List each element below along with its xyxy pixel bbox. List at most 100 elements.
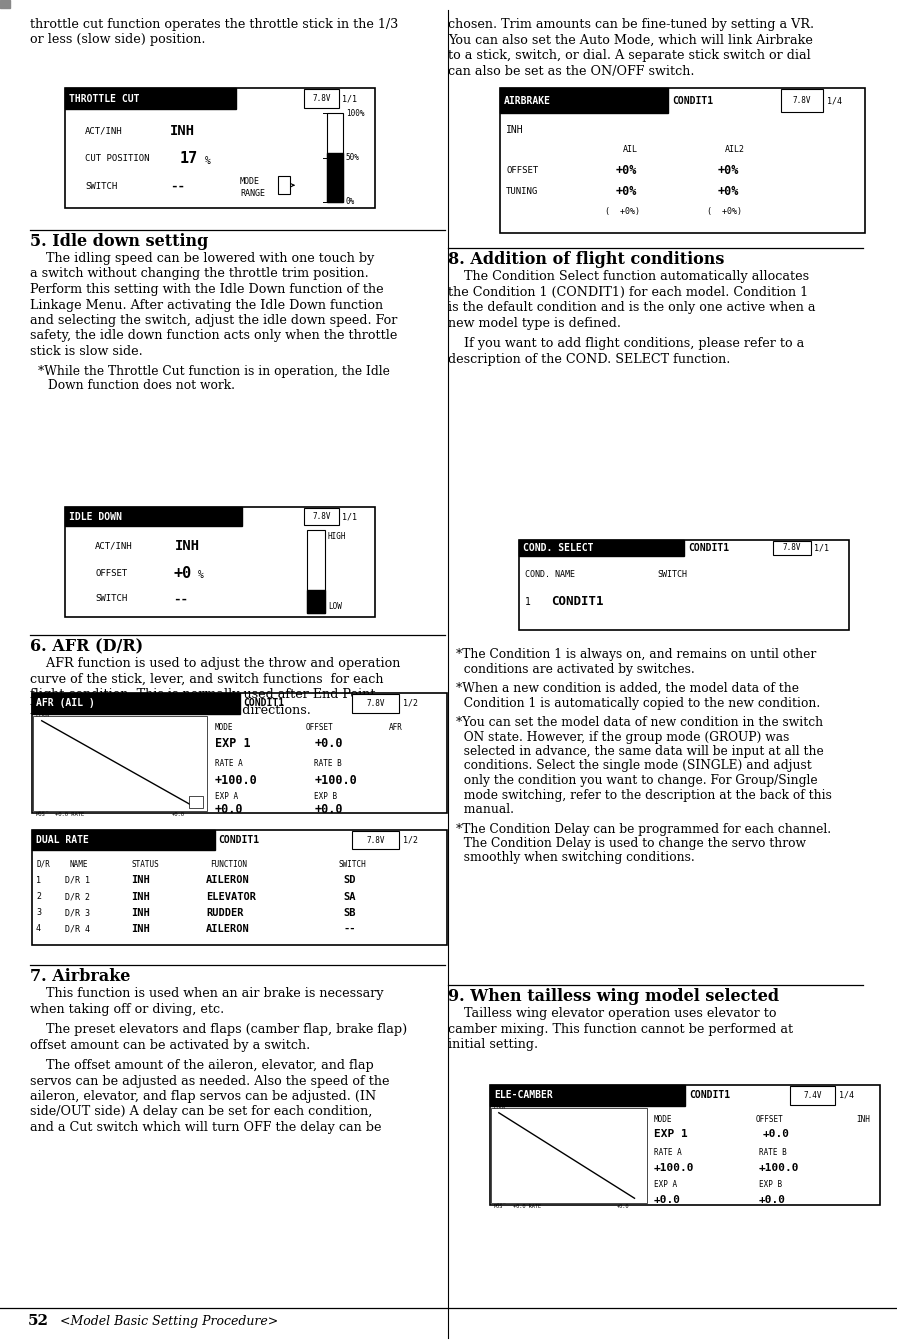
Text: +100: +100 [493,1121,506,1127]
Text: throttle cut function operates the throttle stick in the 1/3: throttle cut function operates the throt… [30,17,398,31]
Text: Tailless wing elevator operation uses elevator to: Tailless wing elevator operation uses el… [448,1007,777,1019]
Text: CONDIT1: CONDIT1 [219,835,260,845]
Text: SB: SB [343,908,355,917]
Text: Perform this setting with the Idle Down function of the: Perform this setting with the Idle Down … [30,283,384,295]
Text: +50: +50 [35,745,47,751]
Text: EXP B: EXP B [759,1179,782,1189]
Text: new model type is defined.: new model type is defined. [448,317,621,329]
Text: ON state. However, if the group mode (GROUP) was: ON state. However, if the group mode (GR… [456,731,789,744]
Bar [773,541,811,555]
Text: SD: SD [343,876,355,885]
Text: COND. SELECT: COND. SELECT [523,543,594,553]
Text: INH: INH [170,124,196,138]
Text: THROTTLE CUT: THROTTLE CUT [69,94,140,103]
Text: AFR function is used to adjust the throw and operation: AFR function is used to adjust the throw… [30,657,400,670]
Text: INH: INH [175,540,200,553]
Text: *While the Throttle Cut function is in operation, the Idle: *While the Throttle Cut function is in o… [38,364,390,377]
Text: +100.0: +100.0 [759,1163,799,1174]
Text: EXP B: EXP B [314,791,337,800]
Text: a switch without changing the throttle trim position.: a switch without changing the throttle t… [30,267,369,281]
Text: mode switching, refer to the description at the back of this: mode switching, refer to the description… [456,788,832,802]
Text: curve of the stick, lever, and switch functions  for each: curve of the stick, lever, and switch fu… [30,673,384,685]
Text: 7. Airbrake: 7. Airbrake [30,968,130,984]
Text: EXP 1: EXP 1 [654,1128,687,1139]
Text: or less (slow side) position.: or less (slow side) position. [30,34,205,47]
Text: RATE B: RATE B [759,1148,787,1158]
Text: can also be set as the ON/OFF switch.: can also be set as the ON/OFF switch. [448,64,694,78]
Text: RATE A: RATE A [654,1148,682,1158]
Text: D/R 3: D/R 3 [65,908,90,917]
Text: description of the COND. SELECT function.: description of the COND. SELECT function… [448,352,730,365]
Text: initial setting.: initial setting. [448,1038,538,1052]
Text: (  +0%): ( +0%) [605,207,640,216]
Text: SWITCH: SWITCH [85,181,118,191]
Text: only the condition you want to change. For Group/Single: only the condition you want to change. F… [456,774,818,787]
Text: INH: INH [132,892,150,901]
Text: +0.0: +0.0 [172,813,186,817]
Text: 8. Addition of flight conditions: 8. Addition of flight conditions [448,251,725,269]
Text: +0%: +0% [718,184,739,197]
Bar [65,89,236,109]
Text: OFFSET: OFFSET [306,724,334,732]
Text: Condition 1 is automatically copied to the new condition.: Condition 1 is automatically copied to t… [456,697,820,709]
Bar [65,508,375,616]
Text: INH: INH [857,1115,870,1124]
Text: 50%: 50% [346,153,360,163]
Text: 7.8V: 7.8V [312,94,331,103]
Text: *The Condition 1 is always on, and remains on until other: *The Condition 1 is always on, and remai… [456,649,816,661]
Text: You can also set the Auto Mode, which will link Airbrake: You can also set the Auto Mode, which wi… [448,34,813,47]
Text: 0: 0 [35,761,39,766]
Bar [500,89,668,113]
Bar [519,540,684,556]
Text: CONDIT1: CONDIT1 [689,1091,730,1100]
Text: This function is used when an air brake is necessary: This function is used when an air brake … [30,987,384,1001]
Text: 52: 52 [28,1313,49,1328]
Text: 7.8V: 7.8V [783,544,801,552]
Text: manual.: manual. [456,803,514,817]
Text: AILERON: AILERON [206,876,250,885]
Text: OFFSET: OFFSET [95,569,127,577]
Text: and selecting the switch, adjust the idle down speed. For: and selecting the switch, adjust the idl… [30,314,397,326]
Bar [352,831,399,849]
Bar [790,1086,835,1105]
Text: -100: -100 [493,1185,506,1190]
Text: EXP 1: EXP 1 [214,737,250,751]
Text: has defined the maximum throw directions.: has defined the maximum throw directions… [30,704,311,717]
Text: The Condition Delay is used to change the servo throw: The Condition Delay is used to change th… [456,837,806,850]
Text: +100.0: +100.0 [654,1163,694,1174]
Text: SWITCH: SWITCH [657,569,687,579]
Text: AIL2: AIL2 [725,145,745,153]
Text: IDLE DOWN: IDLE DOWN [69,512,122,521]
Text: *The Condition Delay can be programmed for each channel.: *The Condition Delay can be programmed f… [456,822,832,835]
Text: +0%: +0% [718,164,739,177]
Text: 7.4V: 7.4V [804,1091,822,1100]
Text: (  +0%): ( +0%) [707,207,742,216]
Text: AFR: AFR [389,724,403,732]
Text: 1: 1 [36,876,41,885]
Text: 0%: 0% [346,197,355,207]
Text: conditions. Select the single mode (SINGLE) and adjust: conditions. Select the single mode (SING… [456,760,812,772]
Text: INH: INH [132,876,150,885]
Bar [327,113,343,201]
Bar [189,796,204,808]
Text: smoothly when switching conditions.: smoothly when switching conditions. [456,851,695,865]
Text: 17: 17 [180,150,198,167]
Text: 3: 3 [36,908,41,917]
Text: *You can set the model data of new condition in the switch: *You can set the model data of new condi… [456,716,823,729]
Bar [65,508,241,526]
Text: --: -- [173,592,188,606]
Text: Linkage Menu. After activating the Idle Down function: Linkage Menu. After activating the Idle … [30,298,383,312]
Text: the Condition 1 (CONDIT1) for each model. Condition 1: the Condition 1 (CONDIT1) for each model… [448,286,808,298]
Text: 2: 2 [36,892,41,901]
Text: %: % [198,571,204,580]
Text: ACT/INH: ACT/INH [95,541,133,551]
Text: +100: +100 [35,729,50,735]
Text: CONDIT1: CONDIT1 [672,95,713,106]
Text: 4: 4 [36,924,41,933]
Text: 5. Idle down setting: 5. Idle down setting [30,232,208,250]
Text: camber mixing. This function cannot be performed at: camber mixing. This function cannot be p… [448,1022,793,1035]
Bar [32,693,239,714]
Text: STATUS: STATUS [132,860,159,869]
Text: 0: 0 [493,1154,496,1158]
Text: SA: SA [343,892,355,901]
